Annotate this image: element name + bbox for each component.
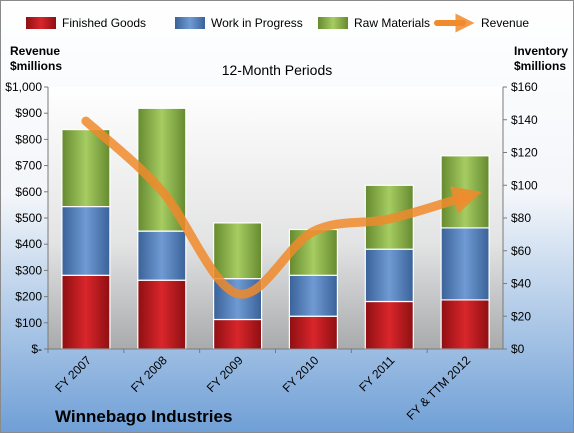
bar-work-in-progress-fy-2007 <box>61 205 111 276</box>
bar-work-in-progress-fy-2008 <box>137 230 187 281</box>
left-axis-tick-label: $700 <box>15 159 42 173</box>
left-axis-tick-label: $100 <box>15 316 42 330</box>
company-title: Winnebago Industries <box>55 407 232 426</box>
legend-label-revenue: Revenue <box>481 16 529 30</box>
legend-label-finished-goods: Finished Goods <box>62 16 146 30</box>
left-axis-tick-label: $200 <box>15 290 42 304</box>
bar-finished-goods-fy-2010 <box>288 315 338 350</box>
right-axis-tick-label: $80 <box>511 211 531 225</box>
right-axis-tick-label: $40 <box>511 277 531 291</box>
legend: Finished Goods Work in Progress Raw Materi… <box>26 13 529 33</box>
legend-swatch-raw-materials <box>318 17 348 29</box>
legend-item-work-in-progress: Work in Progress <box>175 16 303 30</box>
bar-raw-materials-fy-ttm-2012 <box>440 155 490 229</box>
right-axis-tick-label: $100 <box>511 178 538 192</box>
legend-item-revenue: Revenue <box>434 13 529 33</box>
legend-swatch-finished-goods <box>26 17 56 29</box>
chart-subtitle: 12-Month Periods <box>222 62 333 78</box>
bar-work-in-progress-fy-2011 <box>364 248 414 303</box>
left-axis-tick-label: $300 <box>15 263 42 277</box>
revenue-line-group <box>81 116 482 299</box>
bar-finished-goods-fy-2007 <box>61 274 111 350</box>
revenue-line <box>81 116 482 299</box>
plot-area <box>48 87 503 349</box>
bar-finished-goods-fy-2011 <box>364 300 414 350</box>
bar-raw-materials-fy-2007 <box>61 129 111 208</box>
left-axis-tick-label: $400 <box>15 237 42 251</box>
legend-label-work-in-progress: Work in Progress <box>211 16 303 30</box>
right-axis-tick-label: $20 <box>511 309 531 323</box>
legend-item-raw-materials: Raw Materials <box>318 16 430 30</box>
left-axis-tick-label: $- <box>31 342 42 356</box>
plot-background <box>48 87 503 349</box>
right-axis-tick-label: $140 <box>511 113 538 127</box>
right-axis-title: Inventory $millions <box>514 44 571 73</box>
left-axis-tick-label: $600 <box>15 185 42 199</box>
right-axis-tick-label: $0 <box>511 342 525 356</box>
bar-finished-goods-fy-2008 <box>137 279 187 350</box>
bar-raw-materials-fy-2009 <box>213 222 263 280</box>
bar-finished-goods-fy-ttm-2012 <box>440 299 490 350</box>
bar-raw-materials-fy-2010 <box>288 228 338 276</box>
right-axis-title-line-1: Inventory <box>514 44 568 58</box>
bar-work-in-progress-fy-ttm-2012 <box>440 227 490 301</box>
right-axis-tick-label: $120 <box>511 146 538 160</box>
left-axis-title: Revenue $millions <box>10 44 63 73</box>
bar-finished-goods-fy-2009 <box>213 318 263 350</box>
right-axis-tick-label: $60 <box>511 244 531 258</box>
legend-label-raw-materials: Raw Materials <box>354 16 430 30</box>
left-axis-tick-label: $1,000 <box>5 80 42 94</box>
right-axis-title-line-2: $millions <box>514 59 566 73</box>
left-axis-tick-label: $900 <box>15 106 42 120</box>
left-axis-tick-label: $800 <box>15 132 42 146</box>
legend-item-finished-goods: Finished Goods <box>26 16 146 30</box>
bar-work-in-progress-fy-2010 <box>288 274 338 317</box>
left-axis-title-line-1: Revenue <box>10 44 60 58</box>
left-axis-tick-label: $500 <box>15 211 42 225</box>
right-axis-tick-label: $160 <box>511 80 538 94</box>
left-axis-title-line-2: $millions <box>10 59 62 73</box>
legend-swatch-work-in-progress <box>175 17 205 29</box>
